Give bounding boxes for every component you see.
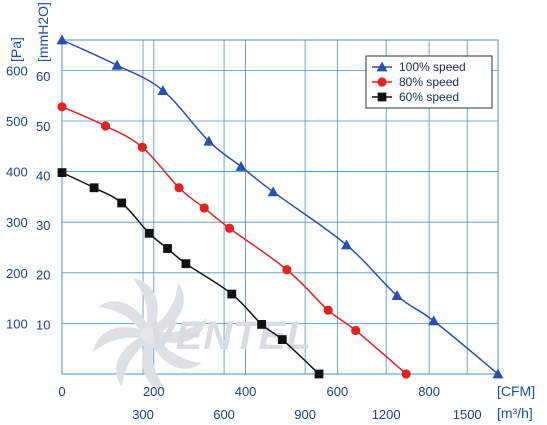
data-point <box>267 186 279 197</box>
data-point <box>57 168 67 177</box>
x-tick-label-m3h: 1500 <box>453 407 482 422</box>
data-point <box>144 228 154 238</box>
series-line <box>61 106 407 375</box>
data-point <box>111 59 123 70</box>
series-2 <box>57 168 324 379</box>
y-tick-label-mmh2o: 30 <box>36 218 50 233</box>
y-tick-label-pa: 500 <box>6 114 28 129</box>
data-point <box>56 34 68 45</box>
fan-logo-icon <box>93 278 207 392</box>
watermark: VENTEL <box>93 278 312 392</box>
data-point <box>257 320 267 329</box>
y-tick-label-mmh2o: 10 <box>36 317 50 332</box>
x-axis-unit-cfm: [CFM] <box>497 383 535 399</box>
y-axis-unit-mmh2o: [mmH2O] <box>35 2 51 62</box>
data-point <box>117 198 127 208</box>
data-point <box>314 369 324 379</box>
y-tick-label-mmh2o: 60 <box>36 69 50 84</box>
x-tick-label-m3h: 300 <box>132 407 154 422</box>
x-tick-label-cfm: 400 <box>235 384 257 399</box>
legend-label: 60% speed <box>399 90 459 104</box>
data-point <box>282 265 292 275</box>
x-tick-label-m3h: 900 <box>294 407 316 422</box>
legend-label: 100% speed <box>399 60 466 74</box>
series-layer <box>56 34 504 379</box>
y-tick-label-pa: 200 <box>6 266 28 281</box>
x-tick-label-m3h: 1200 <box>372 407 401 422</box>
data-point <box>174 183 184 193</box>
x-tick-label-cfm: 800 <box>418 384 440 399</box>
data-point <box>199 203 209 213</box>
data-point <box>137 142 147 152</box>
series-line <box>61 171 320 375</box>
data-point <box>101 121 111 131</box>
data-point <box>277 335 287 344</box>
data-point <box>157 85 169 96</box>
legend-marker <box>377 77 387 87</box>
y-tick-label-mmh2o: 40 <box>36 168 50 183</box>
y-tick-label-pa: 100 <box>6 316 28 331</box>
data-point <box>428 315 440 326</box>
y-tick-label-mmh2o: 20 <box>36 268 50 283</box>
x-tick-label-cfm: 600 <box>327 384 349 399</box>
x-tick-label-cfm: 0 <box>58 384 65 399</box>
legend-label: 80% speed <box>399 75 459 89</box>
x-axis-unit-m3h: [m³/h] <box>497 405 533 421</box>
data-point <box>203 135 215 146</box>
series-line <box>61 39 499 375</box>
data-point <box>391 290 403 300</box>
data-point <box>341 239 353 250</box>
x-tick-label-m3h: 600 <box>213 407 235 422</box>
data-point <box>492 368 504 379</box>
watermark-text: VENTEL <box>148 314 312 358</box>
y-tick-label-pa: 600 <box>6 63 28 78</box>
data-point <box>57 102 67 112</box>
data-point <box>401 369 411 379</box>
data-point <box>351 325 361 336</box>
data-point <box>323 305 333 315</box>
data-point <box>235 161 247 171</box>
y-tick-label-mmh2o: 50 <box>36 119 50 134</box>
legend-marker <box>377 92 387 102</box>
series-1 <box>57 102 411 379</box>
y-tick-label-pa: 400 <box>6 165 28 180</box>
data-point <box>224 223 235 233</box>
series-0 <box>56 34 504 379</box>
y-tick-label-pa: 300 <box>6 215 28 230</box>
data-point <box>181 259 191 269</box>
y-axis-unit-pa: [Pa] <box>8 37 24 62</box>
data-point <box>89 183 99 193</box>
x-tick-label-cfm: 200 <box>143 384 165 399</box>
data-point <box>163 244 172 253</box>
data-point <box>227 289 237 299</box>
plot-border <box>61 39 499 375</box>
legend-marker <box>376 61 388 72</box>
